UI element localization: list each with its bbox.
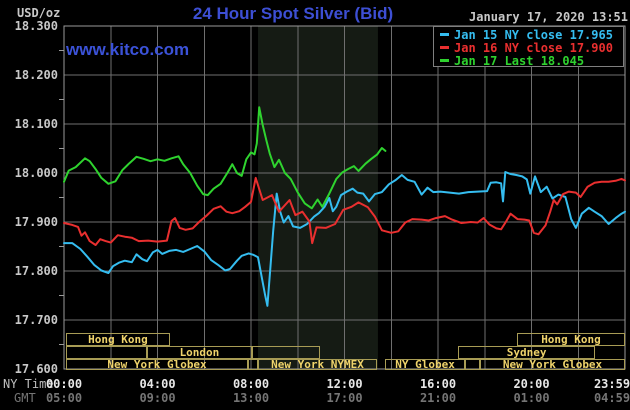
session-box-hong-kong: Hong Kong bbox=[66, 333, 170, 346]
legend-color-dash-icon bbox=[440, 33, 449, 36]
y-axis-tick-label: 18.100 bbox=[14, 117, 58, 131]
session-box-empty bbox=[251, 346, 320, 359]
legend-item-label: Jan 17 Last 18.045 bbox=[454, 53, 585, 68]
session-box-new-york-globex: New York Globex bbox=[480, 359, 625, 370]
legend: Jan 15 NY close 17.965 Jan 16 NY close 17… bbox=[433, 26, 624, 68]
legend-item: Jan 15 NY close 17.965 bbox=[440, 27, 623, 42]
y-axis-units-label: USD/oz bbox=[17, 6, 61, 20]
session-box-new-york-nymex: New York NYMEX bbox=[258, 359, 377, 370]
x-axis-tick-label-ny: 04:00 bbox=[139, 377, 176, 391]
y-axis-tick-label: 17.600 bbox=[14, 362, 58, 376]
kitco-watermark: www.kitco.com bbox=[66, 40, 190, 59]
y-axis-tick-label: 18.000 bbox=[14, 166, 58, 180]
x-axis-tick-label-ny: 20:00 bbox=[513, 377, 550, 391]
y-axis-tick-label: 17.900 bbox=[14, 215, 58, 229]
price-line-series-0 bbox=[63, 171, 626, 307]
x-axis-tick-label-gmt: 01:00 bbox=[513, 391, 550, 405]
x-axis-tick-label-ny: 12:00 bbox=[326, 377, 363, 391]
legend-item: Jan 17 Last 18.045 bbox=[440, 53, 623, 68]
x-axis-tick-label-ny: 23:59 bbox=[593, 377, 630, 391]
session-box-new-york-globex: New York Globex bbox=[66, 359, 248, 370]
x-axis-tick-label-ny: 08:00 bbox=[232, 377, 270, 391]
legend-item-label: Jan 15 NY close 17.965 bbox=[454, 27, 613, 42]
y-axis-tick-label: 17.800 bbox=[14, 264, 58, 278]
x-axis-tick-label-gmt: 09:00 bbox=[139, 391, 176, 405]
x-axis-tick-label-gmt: 21:00 bbox=[419, 391, 457, 405]
x-axis-row-label-ny-time: NY Time bbox=[3, 377, 54, 391]
x-axis-tick-label-gmt: 05:00 bbox=[45, 391, 83, 405]
price-line-series-2 bbox=[63, 106, 387, 210]
session-box-ny-globex: NY Globex bbox=[384, 359, 466, 370]
session-box-empty bbox=[247, 359, 258, 370]
legend-item: Jan 16 NY close 17.900 bbox=[440, 40, 623, 55]
session-box-sydney: Sydney bbox=[458, 346, 596, 359]
x-axis-tick-label-ny: 16:00 bbox=[419, 377, 457, 391]
x-axis-tick-label-gmt: 13:00 bbox=[232, 391, 270, 405]
session-box-london: London bbox=[146, 346, 252, 359]
legend-color-dash-icon bbox=[440, 46, 449, 49]
y-axis-tick-label: 18.200 bbox=[14, 68, 58, 82]
session-box-empty bbox=[66, 346, 147, 359]
x-axis-tick-label-gmt: 04:59 bbox=[593, 391, 630, 405]
y-axis-tick-label: 17.700 bbox=[14, 313, 58, 327]
chart-timestamp: January 17, 2020 13:51 bbox=[469, 10, 628, 24]
session-box-empty bbox=[465, 359, 481, 370]
x-axis-tick-label-ny: 00:00 bbox=[45, 377, 83, 391]
price-line-series-1 bbox=[63, 176, 626, 246]
x-axis-row-label-gmt: GMT bbox=[14, 391, 36, 405]
legend-item-label: Jan 16 NY close 17.900 bbox=[454, 40, 613, 55]
y-axis-tick-label: 18.300 bbox=[14, 19, 58, 33]
chart-title: 24 Hour Spot Silver (Bid) bbox=[192, 4, 394, 23]
legend-color-dash-icon bbox=[440, 59, 449, 62]
session-box-hong-kong: Hong Kong bbox=[517, 333, 625, 346]
x-axis-tick-label-gmt: 17:00 bbox=[326, 391, 363, 405]
